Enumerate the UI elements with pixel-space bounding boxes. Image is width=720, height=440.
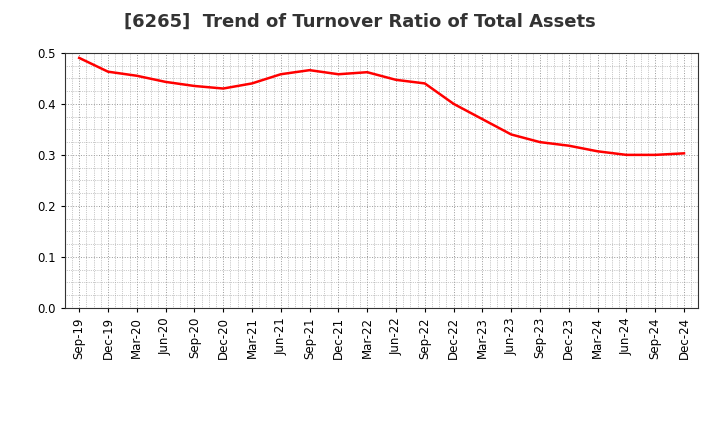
Text: [6265]  Trend of Turnover Ratio of Total Assets: [6265] Trend of Turnover Ratio of Total … — [124, 13, 596, 31]
